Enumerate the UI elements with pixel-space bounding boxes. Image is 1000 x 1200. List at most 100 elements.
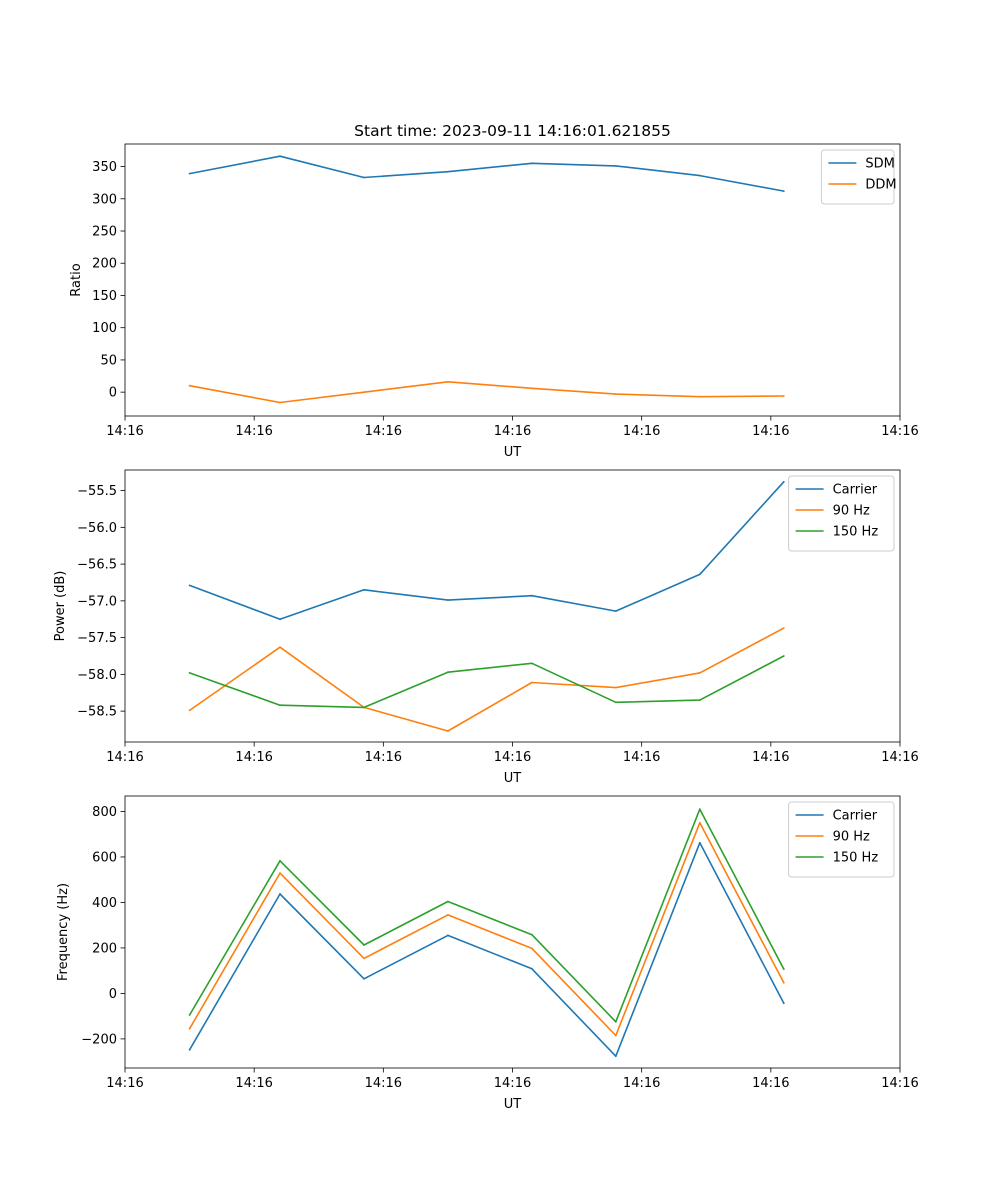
x-tick-label: 14:16	[235, 424, 272, 439]
data-point	[782, 627, 785, 629]
y-tick-label: 50	[100, 353, 117, 368]
data-point	[447, 934, 449, 937]
legend-label: 90 Hz	[833, 504, 870, 519]
x-tick-label: 14:16	[752, 750, 789, 765]
data-point	[279, 401, 281, 404]
frequency-panel: 14:16 14:16 14:16 14:16 14:16 14:16 14:16 −200…	[56, 795, 919, 1112]
series-line-90-hz	[188, 821, 785, 1037]
x-tick-label: 14:16	[623, 424, 660, 439]
chart-title: Start time: 2023-09-11 14:16:01.621855	[354, 122, 671, 140]
y-tick-label: −58.5	[77, 705, 117, 720]
power-panel: 14:16 14:16 14:16 14:16 14:16 14:16 14:16 −58.…	[53, 469, 919, 786]
x-tick-label: 14:16	[881, 1076, 918, 1091]
data-point	[188, 1027, 191, 1030]
legend-label: Carrier	[833, 483, 878, 498]
data-point	[279, 893, 281, 895]
y-tick-label: 0	[109, 386, 117, 401]
x-tick-label: 14:16	[365, 1076, 402, 1091]
data-point	[782, 968, 785, 970]
data-point	[447, 599, 449, 601]
y-axis-label: Ratio	[69, 263, 84, 296]
data-point	[782, 1002, 785, 1005]
data-point	[531, 933, 533, 936]
y-tick-label: −57.0	[77, 594, 117, 609]
series-line-carrier	[188, 841, 785, 1057]
y-tick-label: −200	[81, 1032, 117, 1047]
data-point	[782, 395, 785, 397]
x-tick-label: 14:16	[365, 424, 402, 439]
x-axis-label: UT	[504, 445, 522, 460]
data-point	[363, 391, 365, 394]
series-line-150-hz	[188, 808, 785, 1023]
legend-label: Carrier	[833, 809, 878, 824]
x-tick-label: 14:16	[623, 750, 660, 765]
y-tick-label: −58.0	[77, 668, 117, 683]
data-point	[614, 686, 617, 689]
data-point	[188, 172, 191, 175]
data-point	[531, 162, 533, 165]
x-tick-label: 14:16	[881, 424, 918, 439]
y-tick-label: −56.0	[77, 521, 117, 536]
y-tick-label: −55.5	[77, 484, 117, 499]
data-point	[782, 981, 785, 984]
x-tick-label: 14:16	[494, 424, 531, 439]
series-line-ddm	[189, 380, 784, 404]
x-tick-label: 14:16	[752, 424, 789, 439]
y-tick-label: 200	[92, 941, 117, 956]
y-tick-label: 150	[92, 289, 117, 304]
legend-label: DDM	[865, 178, 896, 193]
legend	[788, 801, 895, 878]
data-point	[447, 730, 449, 732]
y-tick-label: 0	[109, 987, 117, 1002]
data-point	[531, 662, 533, 665]
series-line-carrier	[189, 481, 785, 621]
x-axis-label: UT	[504, 771, 522, 786]
data-point	[698, 699, 701, 701]
data-point	[279, 859, 281, 862]
data-point	[614, 1020, 617, 1023]
data-point	[531, 387, 533, 390]
data-point	[698, 573, 701, 576]
data-point	[698, 174, 701, 177]
series-line-sdm	[189, 155, 784, 192]
x-axis-label: UT	[504, 1097, 522, 1112]
x-tick-label: 14:16	[752, 1076, 789, 1091]
y-tick-label: 250	[92, 225, 117, 240]
x-tick-label: 14:16	[494, 750, 531, 765]
data-point	[447, 671, 449, 674]
legend-label: 150 Hz	[833, 525, 879, 540]
data-point	[279, 704, 281, 707]
x-tick-label: 14:16	[881, 750, 918, 765]
y-tick-label: −56.5	[77, 558, 117, 573]
series-line-150-hz	[189, 655, 785, 709]
x-tick-label: 14:16	[365, 750, 402, 765]
data-point	[188, 709, 191, 712]
data-point	[698, 821, 701, 824]
data-point	[447, 900, 449, 903]
legend-label: 90 Hz	[833, 830, 870, 845]
y-tick-label: 600	[92, 850, 117, 865]
data-point	[363, 706, 365, 709]
data-point	[531, 967, 533, 970]
data-point	[614, 393, 617, 395]
x-tick-label: 14:16	[494, 1076, 531, 1091]
y-tick-label: 400	[92, 896, 117, 911]
data-point	[782, 190, 785, 193]
data-point	[279, 646, 281, 649]
data-point	[279, 872, 281, 874]
data-point	[447, 914, 449, 916]
y-axis-label: Frequency (Hz)	[56, 883, 71, 981]
legend-label: SDM	[865, 157, 894, 172]
series-line-90-hz	[189, 627, 785, 732]
data-point	[188, 384, 191, 387]
data-point	[614, 701, 617, 704]
data-point	[698, 808, 701, 811]
data-point	[614, 165, 617, 167]
data-point	[363, 588, 365, 591]
legend-label: 150 Hz	[833, 851, 879, 866]
x-tick-label: 14:16	[235, 750, 272, 765]
y-tick-label: 300	[92, 192, 117, 207]
x-tick-label: 14:16	[106, 424, 143, 439]
data-point	[531, 681, 533, 684]
data-point	[447, 380, 449, 383]
